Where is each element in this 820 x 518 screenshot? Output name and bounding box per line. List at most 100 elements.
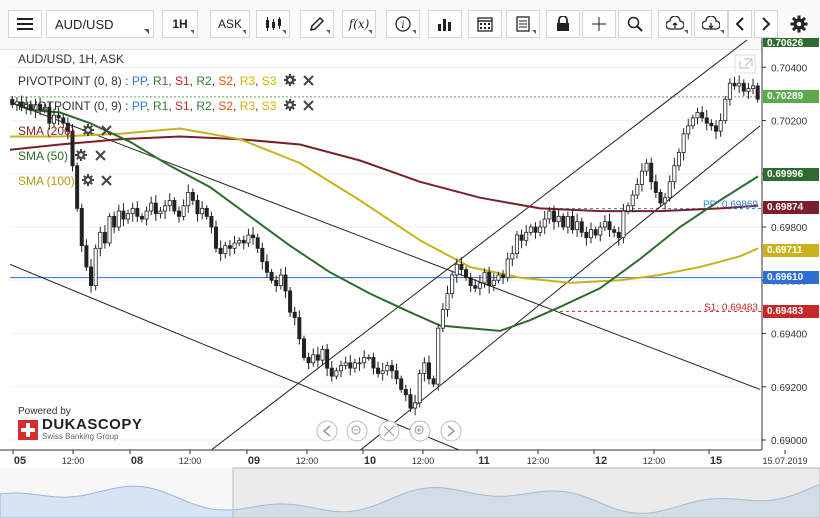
candle	[237, 237, 242, 247]
timeframe-label: 1H	[172, 17, 188, 31]
close-icon	[101, 175, 113, 186]
candle-body-up	[417, 373, 422, 404]
candle	[491, 273, 496, 292]
upload-button[interactable]	[658, 10, 692, 38]
candle-body-down	[264, 261, 269, 273]
caret-down-icon	[144, 29, 149, 34]
caret-down-icon	[720, 30, 724, 34]
candle-body-up	[51, 114, 56, 124]
candle	[149, 196, 154, 216]
candle-body-up	[116, 210, 121, 228]
candle	[376, 361, 381, 378]
symbol-selector[interactable]: AUD/USD	[46, 10, 154, 38]
candle-body-up	[149, 202, 154, 212]
calendar-button[interactable]	[468, 10, 502, 38]
candle-body-up	[278, 274, 283, 286]
sma50-settings-button[interactable]	[75, 149, 88, 164]
zoom-in-button[interactable]	[409, 420, 431, 442]
candle-body-down	[348, 362, 353, 369]
nav-right-button[interactable]	[440, 420, 462, 442]
side-selector[interactable]: ASK	[210, 10, 250, 38]
chart-type-button[interactable]	[256, 10, 290, 38]
candle	[121, 203, 126, 227]
candle	[686, 118, 691, 140]
candle	[501, 270, 506, 284]
price-tag: 0.69483	[763, 304, 819, 318]
close-icon	[101, 125, 113, 136]
drawing-tools-button[interactable]	[300, 10, 334, 38]
candle-body-up	[542, 218, 547, 228]
lock-button[interactable]	[546, 10, 580, 38]
sma200-settings-button[interactable]	[82, 124, 95, 139]
pivot2-settings-button[interactable]	[283, 99, 296, 114]
candle-body-down	[501, 274, 506, 279]
candle-body-down	[616, 231, 621, 239]
download-button[interactable]	[694, 10, 728, 38]
candle	[255, 233, 260, 254]
sma100-settings-button[interactable]	[82, 174, 95, 189]
x-tick-label: 12:00	[62, 456, 85, 466]
candle	[519, 229, 524, 249]
volume-button[interactable]	[428, 10, 462, 38]
candle-body-up	[524, 231, 529, 241]
indicators-button[interactable]: f(x)	[342, 10, 376, 38]
scroll-left-button[interactable]	[728, 10, 752, 38]
candle	[672, 157, 677, 189]
candle-body-down	[584, 231, 589, 239]
candle-body-down	[464, 269, 469, 279]
info-button[interactable]: i	[386, 10, 420, 38]
candle-body-down	[408, 394, 413, 409]
sma200-label: SMA (200)	[18, 124, 75, 138]
candle-body-up	[42, 106, 47, 111]
pivot2-remove-button[interactable]	[303, 100, 314, 114]
template-button[interactable]	[506, 10, 540, 38]
timeframe-selector[interactable]: 1H	[162, 10, 198, 38]
candle	[126, 209, 131, 224]
zoom-out-button[interactable]	[346, 420, 368, 442]
candle	[288, 286, 293, 318]
menu-button[interactable]	[8, 10, 42, 38]
nav-left-button[interactable]	[316, 420, 338, 442]
candle	[42, 104, 47, 114]
swiss-cross-icon	[18, 419, 38, 440]
sma50-remove-button[interactable]	[94, 150, 106, 164]
candle	[454, 258, 459, 283]
scroll-right-button[interactable]	[754, 10, 778, 38]
candle-body-up	[200, 207, 205, 215]
candle	[190, 188, 195, 206]
candle-body-down	[403, 389, 408, 396]
candle	[209, 211, 214, 234]
candle	[352, 358, 357, 373]
maximize-button[interactable]	[734, 54, 756, 74]
candle	[612, 225, 617, 238]
candle	[274, 275, 279, 292]
sma100-remove-button[interactable]	[101, 175, 113, 189]
candle-body-up	[667, 181, 672, 199]
caret-down-icon	[368, 30, 372, 34]
candle	[130, 202, 135, 222]
chevron-left-icon	[735, 17, 745, 31]
zoom-button[interactable]	[618, 10, 652, 38]
candle-body-down	[61, 117, 66, 124]
s1-level: S1	[174, 74, 190, 88]
trendlines	[10, 40, 761, 450]
reset-button[interactable]	[378, 420, 400, 442]
candle	[297, 310, 302, 345]
pivot1-settings-button[interactable]	[283, 74, 296, 89]
settings-button[interactable]	[784, 10, 814, 38]
pivot2-label: PIVOTPOINT (0, 9)	[18, 99, 122, 113]
caret-down-icon	[242, 30, 246, 34]
candle-body-down	[297, 317, 302, 340]
pivot1-remove-button[interactable]	[303, 75, 314, 89]
price-tag: 0.69711	[763, 244, 819, 258]
sma200-remove-button[interactable]	[101, 125, 113, 139]
candle-body-down	[153, 202, 158, 215]
candle	[329, 360, 334, 382]
trendline	[10, 101, 761, 390]
top-price-tag-label: 0.70626	[767, 38, 804, 49]
candle-body-down	[190, 192, 195, 201]
crosshair-button[interactable]	[582, 10, 616, 38]
candle-body-up	[528, 226, 533, 233]
candle	[528, 223, 533, 236]
